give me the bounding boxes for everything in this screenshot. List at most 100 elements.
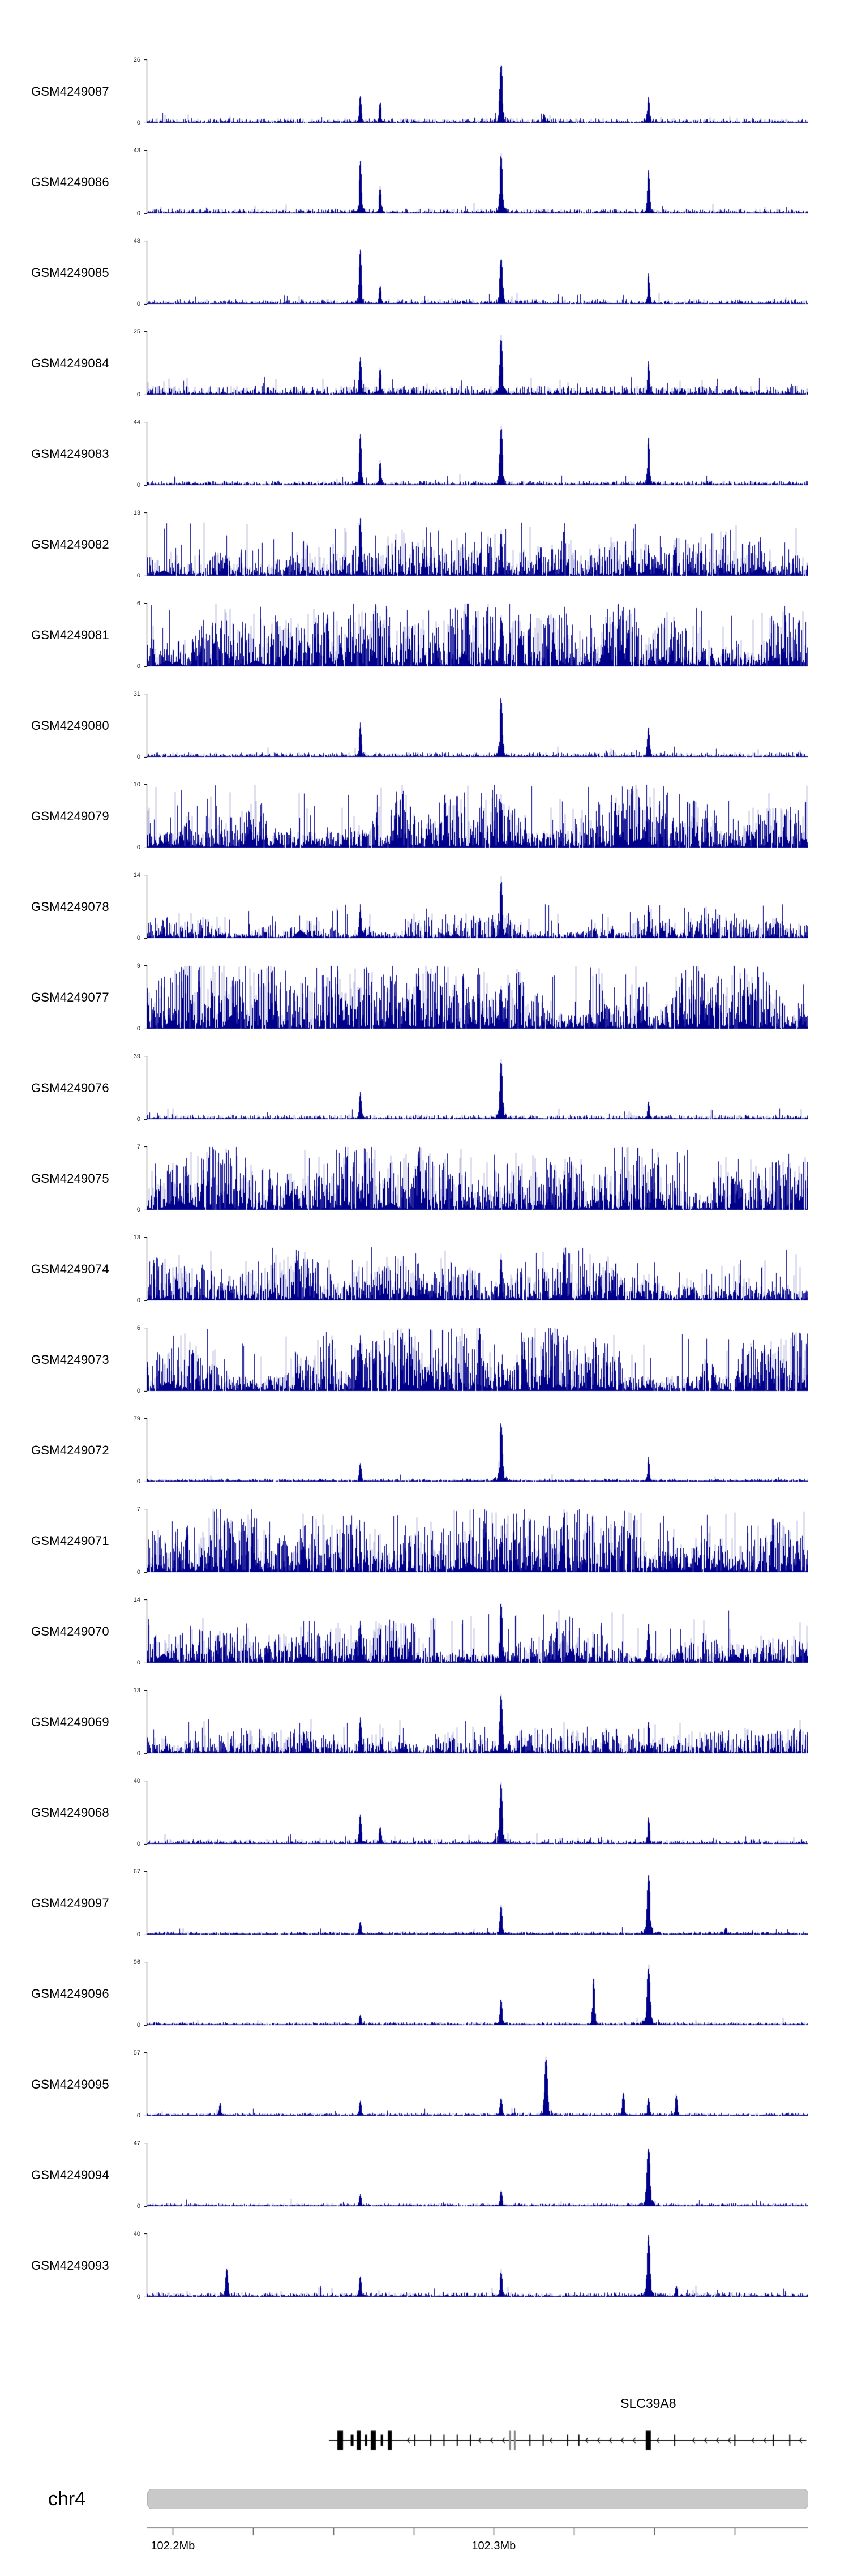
track-label: GSM4249069	[31, 1714, 109, 1729]
coverage-histogram	[144, 1509, 808, 1573]
y-axis-zero-label: 0	[136, 2022, 140, 2029]
coverage-track: GSM4249085 48 0	[0, 238, 849, 307]
coverage-track: GSM4249069 13 0	[0, 1687, 849, 1757]
y-axis-max-label: 6	[136, 600, 140, 607]
y-axis-zero-label: 0	[136, 1750, 140, 1757]
y-axis-max-label: 31	[133, 691, 140, 698]
track-label: GSM4249081	[31, 627, 109, 642]
coverage-track: GSM4249070 14 0	[0, 1597, 849, 1666]
y-axis-max-label: 7	[136, 1506, 140, 1513]
genome-axis-ticks	[147, 2527, 808, 2542]
y-axis-zero-label: 0	[136, 1025, 140, 1032]
y-axis-zero-label: 0	[136, 1659, 140, 1666]
y-axis-zero-label: 0	[136, 391, 140, 398]
track-label: GSM4249078	[31, 899, 109, 914]
coverage-track: GSM4249086 43 0	[0, 147, 849, 217]
y-axis-zero-label: 0	[136, 2293, 140, 2300]
coverage-track: GSM4249071 7 0	[0, 1506, 849, 1576]
coverage-histogram	[144, 2143, 808, 2207]
coverage-histogram	[144, 1962, 808, 2026]
coverage-histogram	[144, 1599, 808, 1663]
y-axis-zero-label: 0	[136, 663, 140, 670]
coverage-track: GSM4249077 9 0	[0, 962, 849, 1032]
track-label: GSM4249096	[31, 1986, 109, 2001]
y-axis-max-label: 14	[133, 872, 140, 879]
coverage-histogram	[144, 1418, 808, 1482]
track-label: GSM4249072	[31, 1443, 109, 1457]
y-axis-max-label: 79	[133, 1415, 140, 1422]
coverage-histogram	[144, 1781, 808, 1845]
coverage-track: GSM4249073 6 0	[0, 1325, 849, 1394]
y-axis-zero-label: 0	[136, 754, 140, 760]
y-axis-zero-label: 0	[136, 301, 140, 307]
track-label: GSM4249073	[31, 1352, 109, 1367]
y-axis-zero-label: 0	[136, 1206, 140, 1213]
coverage-histogram	[144, 694, 808, 758]
coverage-histogram	[144, 1237, 808, 1301]
coverage-histogram	[144, 331, 808, 395]
coverage-histogram	[144, 875, 808, 939]
y-axis-zero-label: 0	[136, 1841, 140, 1847]
coverage-histogram	[144, 2052, 808, 2116]
coverage-histogram	[144, 422, 808, 486]
y-axis-zero-label: 0	[136, 935, 140, 942]
y-axis-max-label: 44	[133, 419, 140, 426]
coverage-histogram	[144, 784, 808, 848]
axis-label-right: 102.3Mb	[471, 2540, 516, 2552]
track-label: GSM4249084	[31, 356, 109, 370]
coverage-track: GSM4249081 6 0	[0, 600, 849, 670]
coverage-track: GSM4249074 13 0	[0, 1234, 849, 1304]
y-axis-max-label: 14	[133, 1597, 140, 1603]
y-axis-max-label: 25	[133, 328, 140, 335]
axis-label-left: 102.2Mb	[151, 2540, 195, 2552]
track-label: GSM4249082	[31, 537, 109, 551]
track-label: GSM4249093	[31, 2258, 109, 2273]
track-label: GSM4249076	[31, 1080, 109, 1095]
track-label: GSM4249077	[31, 990, 109, 1004]
track-label: GSM4249074	[31, 1261, 109, 1276]
track-label: GSM4249068	[31, 1805, 109, 1820]
y-axis-max-label: 48	[133, 238, 140, 245]
y-axis-zero-label: 0	[136, 1388, 140, 1394]
track-label: GSM4249085	[31, 265, 109, 280]
y-axis-max-label: 39	[133, 1053, 140, 1060]
y-axis-max-label: 40	[133, 1778, 140, 1785]
coverage-track: GSM4249096 96 0	[0, 1959, 849, 2029]
y-axis-zero-label: 0	[136, 1116, 140, 1123]
coverage-histogram	[144, 1328, 808, 1392]
track-label: GSM4249086	[31, 174, 109, 189]
coverage-track: GSM4249082 13 0	[0, 510, 849, 579]
coverage-histogram	[144, 1871, 808, 1935]
y-axis-zero-label: 0	[136, 572, 140, 579]
coverage-histogram	[144, 1146, 808, 1210]
track-label: GSM4249070	[31, 1624, 109, 1638]
coverage-track: GSM4249084 25 0	[0, 328, 849, 398]
track-label: GSM4249087	[31, 84, 109, 99]
track-label: GSM4249071	[31, 1533, 109, 1548]
chromosome-ideogram	[147, 2489, 808, 2509]
y-axis-max-label: 26	[133, 57, 140, 63]
coverage-histogram	[144, 965, 808, 1029]
y-axis-zero-label: 0	[136, 844, 140, 851]
y-axis-max-label: 57	[133, 2049, 140, 2056]
coverage-track: GSM4249093 40 0	[0, 2231, 849, 2300]
coverage-track: GSM4249095 57 0	[0, 2049, 849, 2119]
coverage-track: GSM4249083 44 0	[0, 419, 849, 489]
track-label: GSM4249075	[31, 1171, 109, 1186]
coverage-track: GSM4249094 47 0	[0, 2140, 849, 2210]
y-axis-max-label: 6	[136, 1325, 140, 1332]
y-axis-zero-label: 0	[136, 1931, 140, 1938]
y-axis-max-label: 96	[133, 1959, 140, 1966]
coverage-track: GSM4249075 7 0	[0, 1144, 849, 1213]
y-axis-max-label: 13	[133, 510, 140, 516]
track-label: GSM4249094	[31, 2167, 109, 2182]
track-label: GSM4249080	[31, 718, 109, 733]
y-axis-max-label: 9	[136, 962, 140, 969]
gene-name-label: SLC39A8	[620, 2396, 676, 2411]
y-axis-max-label: 13	[133, 1687, 140, 1694]
coverage-track: GSM4249068 40 0	[0, 1778, 849, 1847]
y-axis-zero-label: 0	[136, 1569, 140, 1576]
coverage-track: GSM4249080 31 0	[0, 691, 849, 760]
y-axis-zero-label: 0	[136, 1297, 140, 1304]
